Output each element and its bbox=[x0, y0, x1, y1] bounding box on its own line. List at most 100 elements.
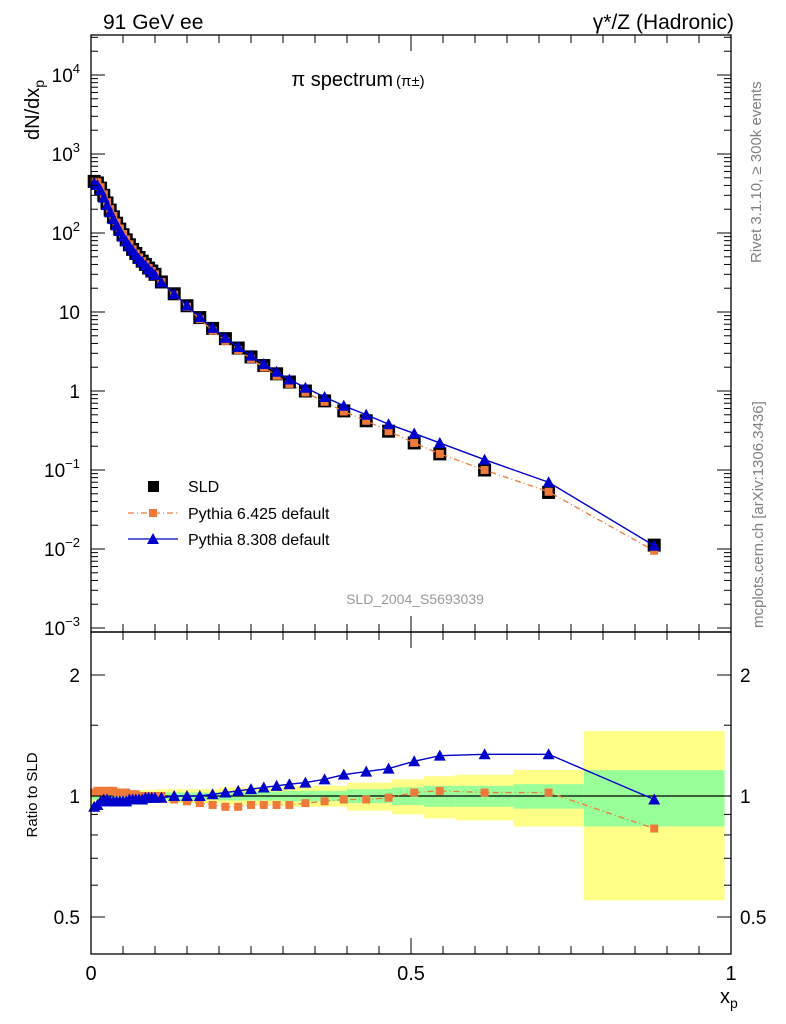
pythia6-ratio-point bbox=[650, 824, 659, 833]
pythia8-ratio-point bbox=[270, 779, 283, 791]
pythia8-ratio-point bbox=[245, 783, 257, 795]
pythia8-ratio-point bbox=[318, 773, 331, 785]
pythia8-ratio-point bbox=[648, 793, 661, 805]
legend-py8-marker bbox=[147, 533, 159, 544]
pythia8-ratio-point bbox=[408, 755, 421, 767]
pythia6-ratio-point bbox=[183, 797, 191, 806]
pythia8-point bbox=[257, 357, 270, 369]
rivet-label: Rivet 3.1.10, ≥ 300k events bbox=[748, 81, 765, 263]
pythia6-ratio-point bbox=[480, 788, 489, 797]
ratio-y-label: Ratio to SLD bbox=[24, 752, 41, 837]
pythia6-point bbox=[480, 466, 489, 474]
ratio-tick-label: 2 bbox=[69, 666, 80, 687]
pythia8-point bbox=[408, 427, 421, 439]
pythia8-ratio-point bbox=[542, 748, 555, 760]
spectrum-frame bbox=[90, 34, 732, 633]
pythia8-ratio-point bbox=[181, 790, 193, 801]
pythia8-point bbox=[648, 539, 661, 551]
ratio-tick-label: 2 bbox=[740, 666, 751, 687]
ratio-tick-label: 0.5 bbox=[740, 908, 766, 929]
pythia6-ratio-point bbox=[247, 800, 255, 809]
pythia8-ratio-point bbox=[206, 788, 219, 800]
pythia6-point bbox=[339, 407, 348, 416]
y-tick-label: 102 bbox=[52, 219, 80, 245]
pythia8-ratio-point bbox=[193, 790, 206, 801]
pythia8-point bbox=[283, 373, 296, 385]
pythia8-point bbox=[478, 453, 491, 465]
pythia6-ratio-point bbox=[339, 795, 348, 804]
header-right: γ*/Z (Hadronic) bbox=[593, 11, 734, 34]
pythia6-point bbox=[544, 487, 553, 496]
pythia6-ratio-point bbox=[320, 797, 329, 806]
x-tick-label: 0.5 bbox=[397, 963, 425, 985]
pythia8-ratio-point bbox=[168, 790, 181, 801]
y-tick-label: 10−2 bbox=[44, 535, 80, 561]
mcplots-label: mcplots.cern.ch [arXiv:1306.3436] bbox=[750, 401, 767, 628]
pythia8-ratio-point bbox=[433, 749, 446, 761]
legend-py6-marker bbox=[149, 509, 157, 517]
pythia8-ratio-point bbox=[283, 778, 296, 790]
header-left: 91 GeV ee bbox=[103, 11, 203, 34]
pythia8-point bbox=[219, 331, 232, 343]
pythia8-ratio-point bbox=[219, 786, 232, 798]
pythia6-point bbox=[384, 427, 393, 436]
pythia6-ratio-point bbox=[221, 802, 230, 811]
pythia8-point bbox=[433, 436, 446, 448]
pythia8-point bbox=[382, 418, 395, 430]
pythia6-ratio-point bbox=[234, 802, 243, 811]
pythia8-point bbox=[149, 268, 161, 280]
pythia8-point bbox=[168, 287, 181, 299]
spectrum-title-suffix: (π±) bbox=[396, 73, 425, 90]
pythia8-point bbox=[360, 408, 373, 420]
legend: SLD Pythia 6.425 default Pythia 8.308 de… bbox=[128, 479, 330, 549]
legend-sld-label: SLD bbox=[188, 479, 219, 496]
pythia6-ratio-point bbox=[208, 800, 217, 809]
x-tick-label: 1 bbox=[725, 963, 736, 985]
x-tick-label: 0 bbox=[85, 963, 96, 985]
pythia6-point bbox=[650, 546, 659, 555]
ratio-tick-label: 1 bbox=[740, 787, 751, 808]
pythia8-ratio-point bbox=[478, 748, 491, 760]
pythia6-point bbox=[362, 416, 371, 425]
x-axis-label: xp bbox=[720, 986, 738, 1011]
analysis-tag: SLD_2004_S5693039 bbox=[346, 591, 484, 607]
pythia8-point bbox=[155, 276, 168, 288]
pythia6-ratio-point bbox=[384, 793, 393, 802]
pythia8-ratio-point bbox=[299, 776, 312, 788]
pythia8-point bbox=[245, 349, 257, 361]
ratio-tick-label: 1 bbox=[69, 787, 80, 808]
pythia8-point bbox=[542, 476, 555, 488]
pythia6-ratio-point bbox=[285, 800, 294, 809]
y-tick-label: 103 bbox=[52, 140, 80, 166]
legend-py6-label: Pythia 6.425 default bbox=[188, 506, 330, 523]
pythia6-ratio-point bbox=[259, 800, 268, 809]
pythia8-ratio-point bbox=[155, 791, 168, 803]
spectrum-title: π spectrum bbox=[291, 69, 393, 91]
pythia6-ratio-point bbox=[272, 800, 281, 809]
y-tick-label: 10−1 bbox=[44, 456, 80, 482]
legend-py8-label: Pythia 8.308 default bbox=[188, 532, 330, 549]
ratio-panel: 0 0.5 1 0.5 0.5 1 1 2 2 Ratio to SLD xp bbox=[24, 631, 766, 1011]
ratio-tick-label: 0.5 bbox=[54, 908, 80, 929]
y-tick-label: 104 bbox=[52, 61, 80, 87]
pythia6-ratio-point bbox=[435, 786, 444, 795]
pythia8-ratio-point bbox=[232, 784, 245, 796]
pythia8-point bbox=[270, 365, 283, 377]
pythia6-ratio-point bbox=[362, 795, 371, 804]
pythia8-point bbox=[206, 321, 219, 333]
pythia8-point bbox=[318, 390, 331, 402]
pythia6-ratio-point bbox=[195, 799, 204, 808]
pythia8-point bbox=[337, 399, 350, 411]
pythia8-line bbox=[93, 182, 655, 547]
pythia8-point bbox=[232, 341, 245, 353]
pythia8-ratio-point bbox=[382, 762, 395, 774]
pythia6-point bbox=[435, 449, 444, 458]
pythia8-point bbox=[193, 311, 206, 323]
pythia6-ratio-point bbox=[544, 788, 553, 797]
pythia6-ratio-point bbox=[410, 788, 419, 797]
pythia8-ratio-point bbox=[337, 768, 350, 780]
pythia8-ratio-point bbox=[257, 781, 270, 793]
pythia8-ratio-point bbox=[360, 765, 373, 777]
